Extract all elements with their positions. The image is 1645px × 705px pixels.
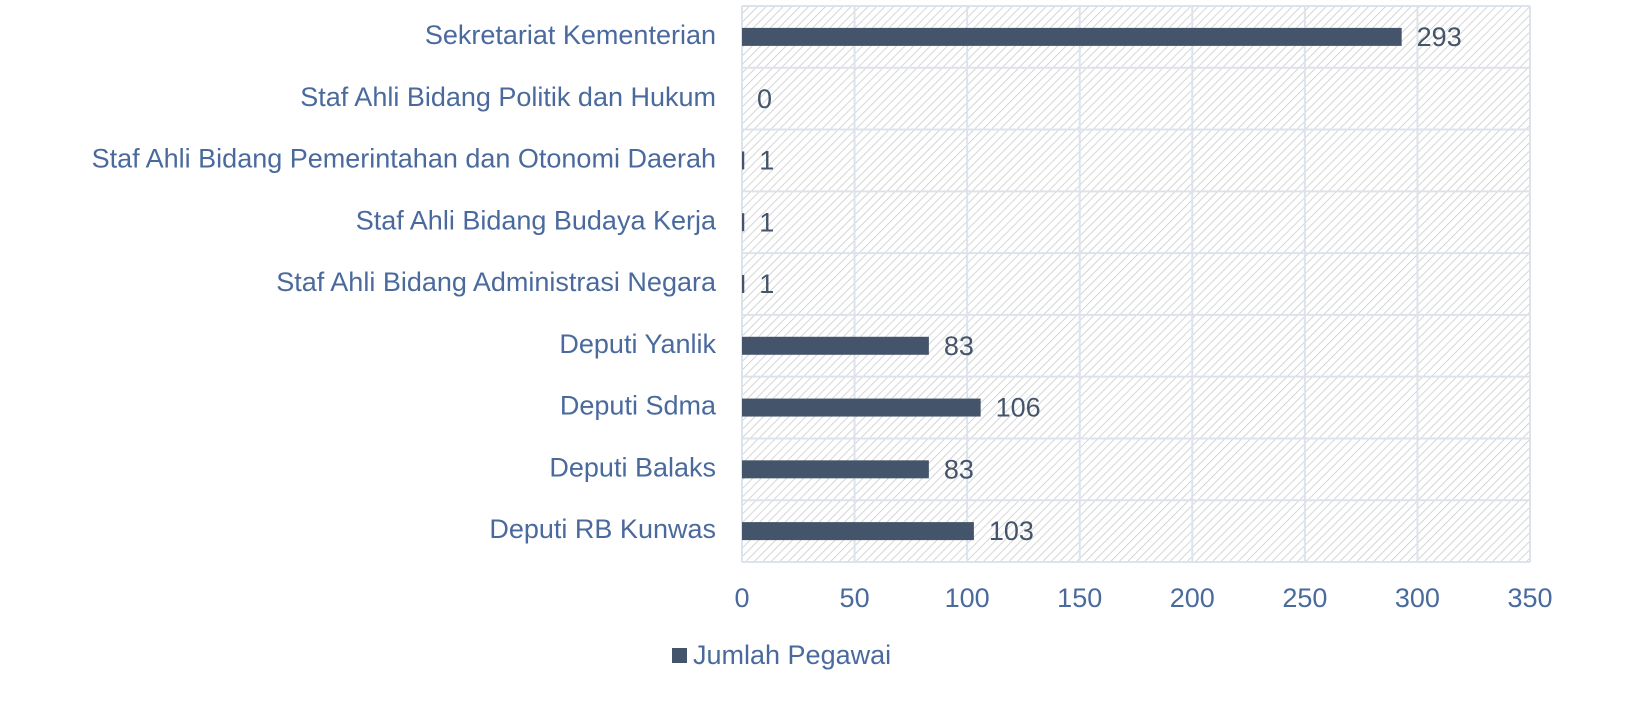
- data-label: 83: [944, 331, 974, 361]
- data-label: 83: [944, 454, 974, 484]
- data-label: 1: [759, 146, 774, 176]
- bar: [742, 522, 974, 541]
- x-tick-label: 0: [734, 583, 749, 613]
- bar: [742, 460, 929, 479]
- y-tick-label: Sekretariat Kementerian: [425, 20, 716, 50]
- x-tick-label: 250: [1282, 583, 1327, 613]
- y-tick-label: Staf Ahli Bidang Budaya Kerja: [356, 205, 717, 235]
- data-label: 0: [757, 84, 772, 114]
- x-tick-label: 150: [1057, 583, 1102, 613]
- bar: [742, 275, 745, 293]
- x-tick-label: 300: [1395, 583, 1440, 613]
- y-tick-label: Staf Ahli Bidang Administrasi Negara: [276, 267, 717, 297]
- data-label: 1: [759, 207, 774, 237]
- y-tick-label: Deputi Yanlik: [559, 329, 716, 359]
- data-label: 103: [989, 516, 1034, 546]
- plot-area: [742, 6, 1530, 562]
- y-tick-label: Staf Ahli Bidang Pemerintahan dan Otonom…: [92, 144, 716, 174]
- y-tick-label: Deputi Balaks: [549, 452, 716, 482]
- data-label: 1: [759, 269, 774, 299]
- y-tick-label: Deputi RB Kunwas: [489, 514, 716, 544]
- y-tick-label: Deputi Sdma: [560, 391, 717, 421]
- bar: [742, 213, 745, 232]
- legend-label: Jumlah Pegawai: [693, 640, 891, 670]
- x-tick-label: 200: [1170, 583, 1215, 613]
- bar: [742, 398, 981, 417]
- y-tick-label: Staf Ahli Bidang Politik dan Hukum: [300, 82, 716, 112]
- x-tick-label: 350: [1507, 583, 1552, 613]
- legend-swatch: [672, 648, 687, 663]
- bar: [742, 151, 745, 170]
- bar: [742, 27, 1402, 46]
- x-tick-label: 100: [945, 583, 990, 613]
- data-label: 293: [1417, 22, 1462, 52]
- data-label: 106: [996, 393, 1041, 423]
- bar: [742, 336, 929, 355]
- x-tick-label: 50: [840, 583, 870, 613]
